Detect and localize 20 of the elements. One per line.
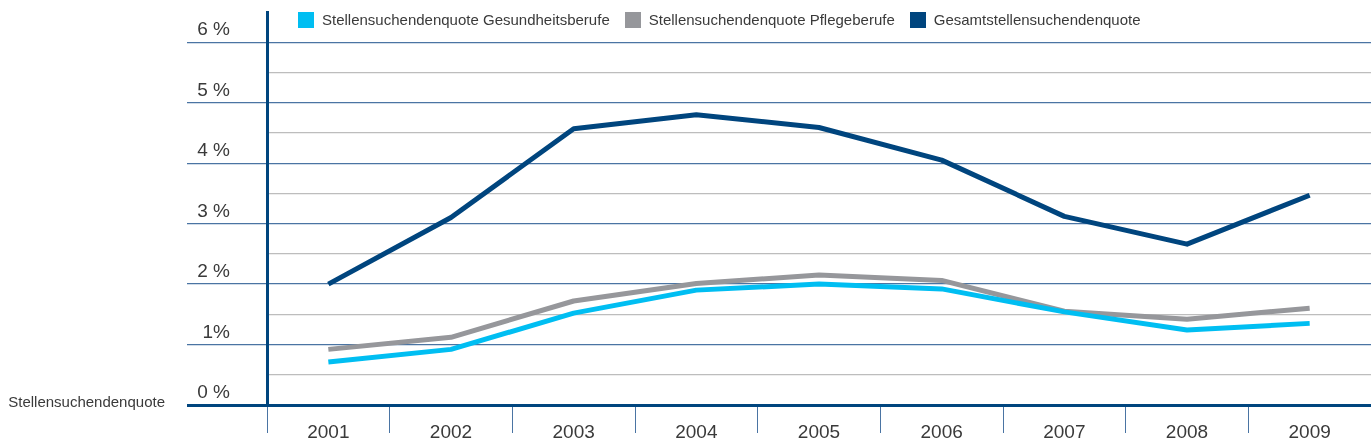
y-tick-label: 4 % bbox=[197, 139, 231, 161]
y-tick-label: 3 % bbox=[197, 199, 231, 221]
y-tick-label: 0 % bbox=[197, 381, 231, 403]
x-tick-label: 2008 bbox=[1165, 420, 1209, 441]
legend-label: Stellensuchendenquote Pflegeberufe bbox=[648, 11, 895, 28]
y-tick-label: 5 % bbox=[197, 78, 231, 100]
x-tick-label: 2005 bbox=[797, 420, 841, 441]
x-tick-label: 2002 bbox=[429, 420, 473, 441]
legend-label: Stellensuchendenquote Gesundheitsberufe bbox=[322, 11, 610, 28]
legend-label: Gesamtstellensuchendenquote bbox=[933, 11, 1141, 28]
x-tick-label: 2004 bbox=[675, 420, 718, 441]
x-tick-label: 2006 bbox=[920, 420, 963, 441]
y-tick-label: 1% bbox=[202, 320, 231, 342]
x-tick-label: 2003 bbox=[552, 420, 595, 441]
x-tick-label: 2009 bbox=[1288, 420, 1331, 441]
y-tick-label: 2 % bbox=[197, 260, 231, 282]
y-tick-label: 6 % bbox=[197, 18, 231, 40]
y-axis-title: Stellensuchendenquote bbox=[8, 393, 165, 411]
x-tick-label: 2007 bbox=[1043, 420, 1086, 441]
x-tick-label: 2001 bbox=[307, 420, 350, 441]
